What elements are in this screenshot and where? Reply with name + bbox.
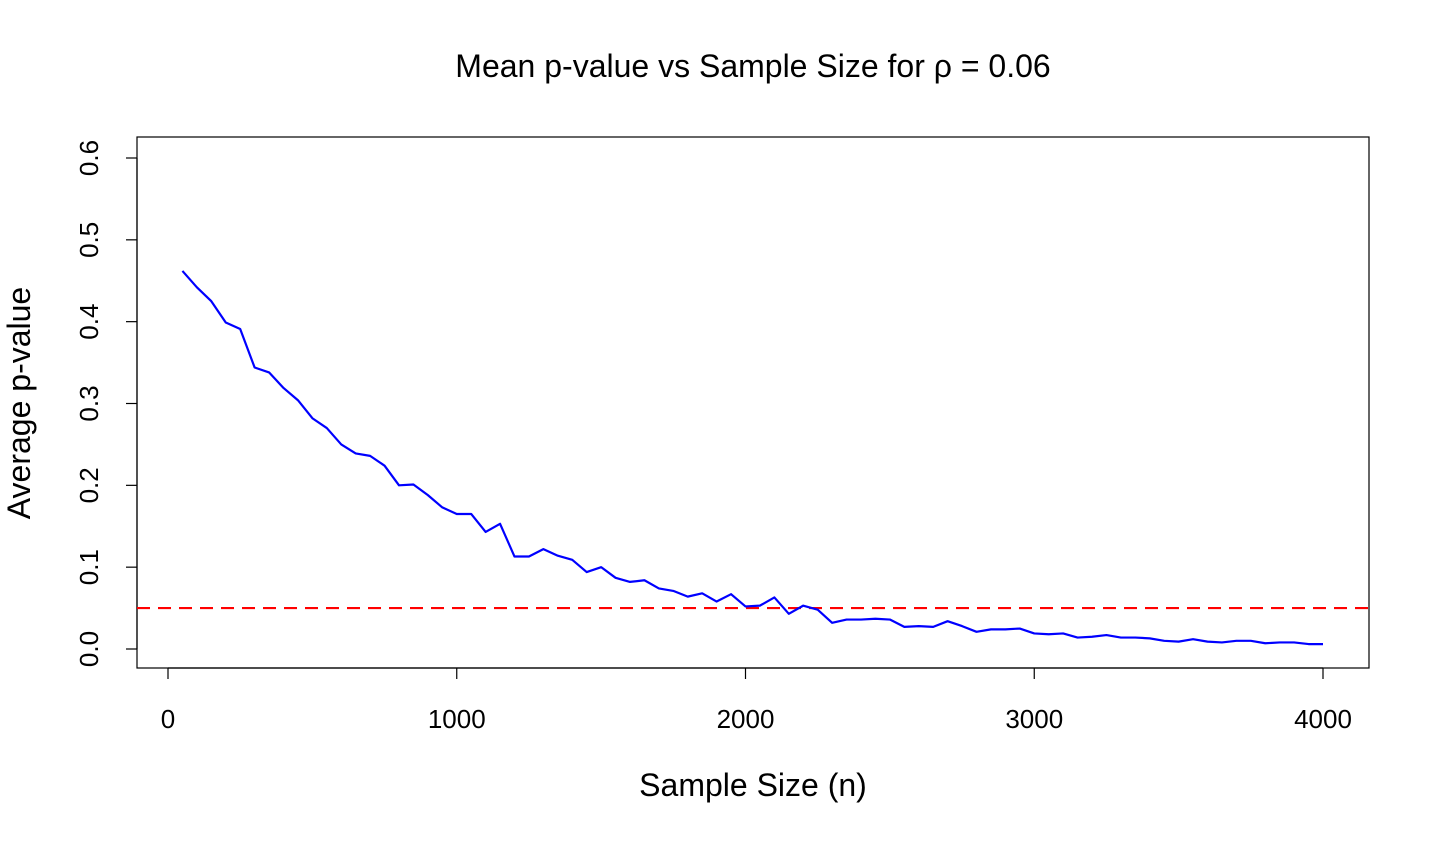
plot-frame xyxy=(136,136,1370,669)
chart-title: Mean p-value vs Sample Size for ρ = 0.06 xyxy=(455,48,1050,84)
y-tick-label: 0.5 xyxy=(74,222,104,258)
y-tick-label: 0.0 xyxy=(74,631,104,667)
x-axis-label: Sample Size (n) xyxy=(639,767,867,803)
series-line xyxy=(181,270,1323,646)
x-tick-label: 3000 xyxy=(1005,704,1063,734)
x-tick-label: 2000 xyxy=(717,704,775,734)
y-tick-label: 0.4 xyxy=(74,304,104,340)
x-axis: 0 1000 2000 3000 4000 xyxy=(161,667,1352,734)
x-tick-label: 0 xyxy=(161,704,175,734)
series-layer xyxy=(181,270,1323,646)
y-axis-label: Average p-value xyxy=(1,287,37,519)
y-tick-label: 0.2 xyxy=(74,467,104,503)
y-tick-label: 0.1 xyxy=(74,549,104,585)
y-tick-label: 0.3 xyxy=(74,385,104,421)
y-tick-label: 0.6 xyxy=(74,140,104,176)
x-tick-label: 4000 xyxy=(1294,704,1352,734)
y-axis: 0.0 0.1 0.2 0.3 0.4 0.5 0.6 xyxy=(74,140,138,667)
x-tick-label: 1000 xyxy=(428,704,486,734)
